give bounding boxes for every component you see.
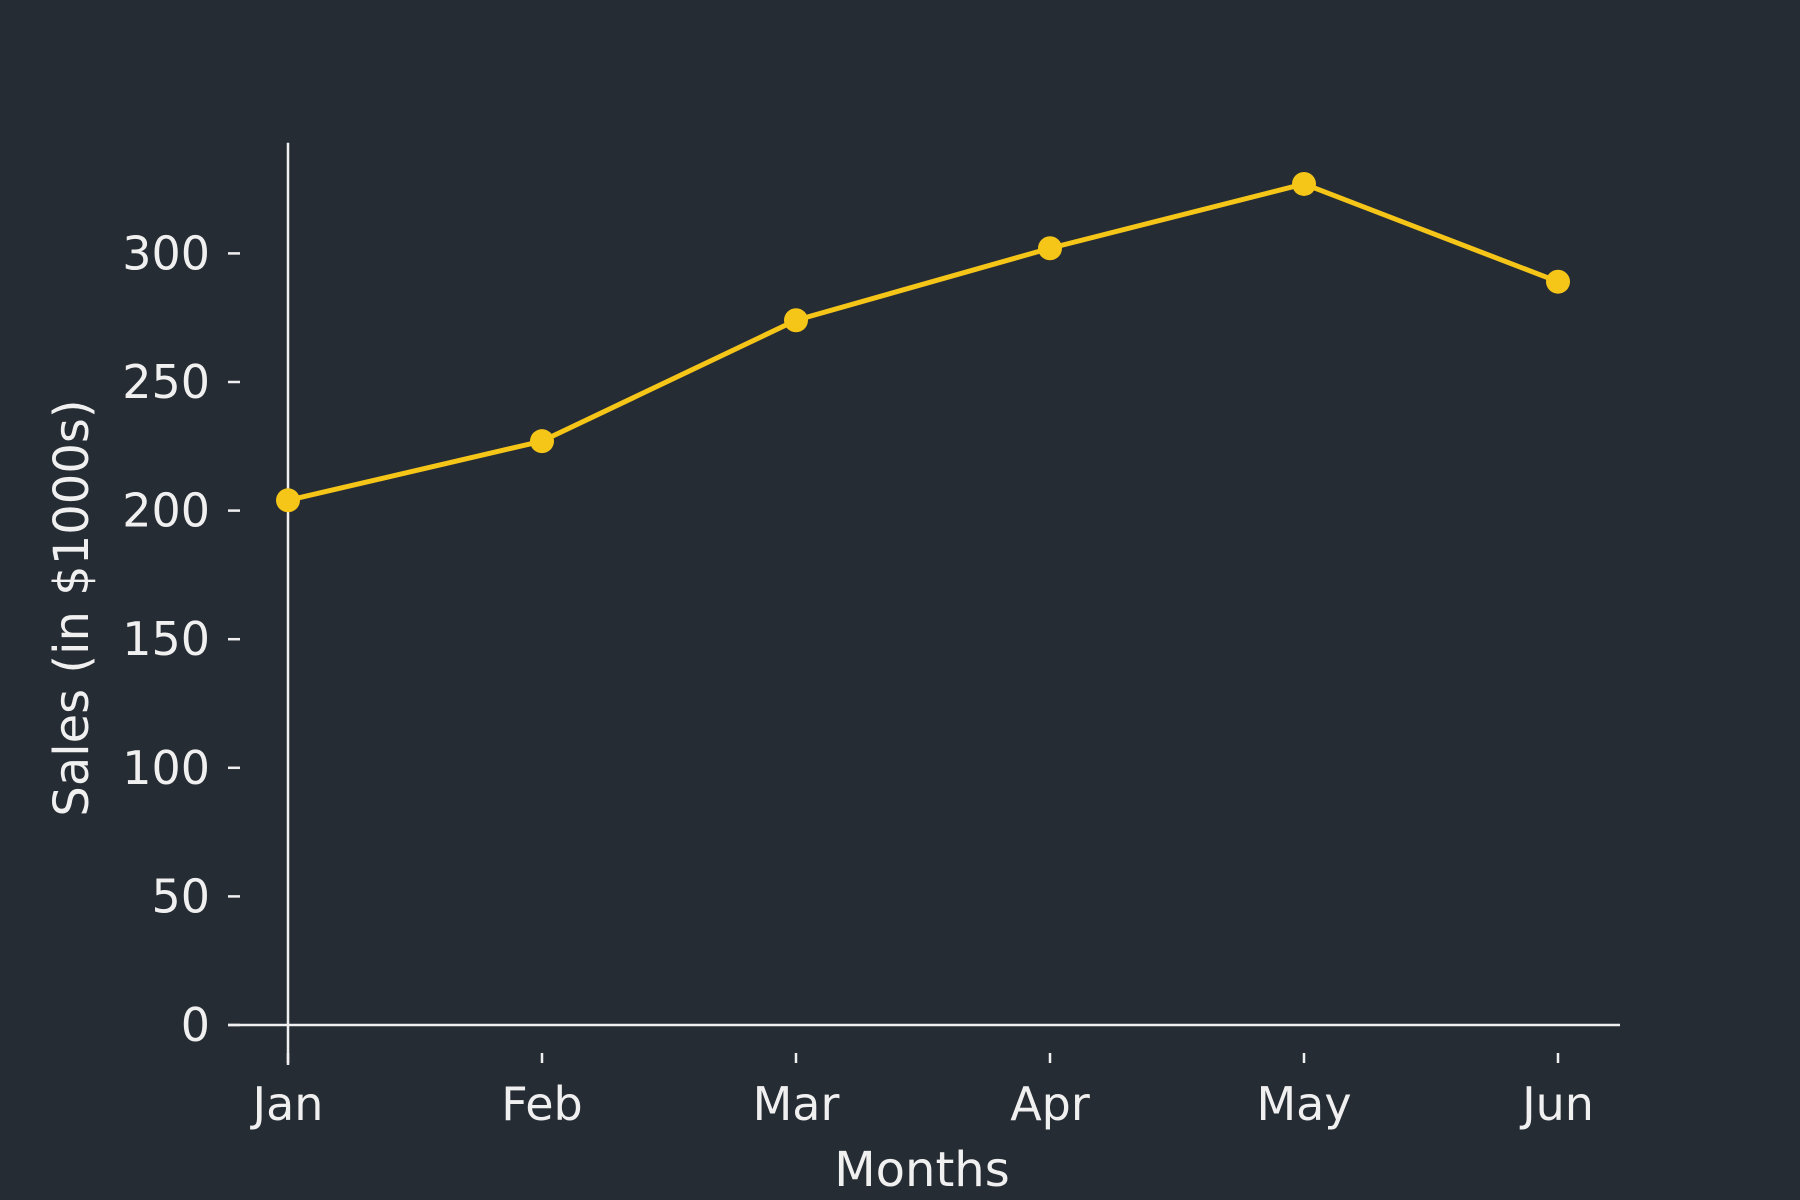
- x-tick-label: May: [1256, 1077, 1351, 1131]
- axes: [228, 142, 1620, 1065]
- y-tick-label: 300: [122, 226, 210, 280]
- y-ticks: 0 50 100 150 200 250 300: [122, 226, 240, 1052]
- y-tick-label: 0: [181, 998, 210, 1052]
- x-tick-label: Jun: [1519, 1077, 1594, 1131]
- x-tick-label: Feb: [501, 1077, 582, 1131]
- x-ticks: Jan Feb Mar Apr May Jun: [250, 1053, 1594, 1131]
- y-tick-label: 250: [122, 355, 210, 409]
- data-point: [530, 429, 554, 454]
- data-point: [1038, 236, 1062, 261]
- x-tick-label: Mar: [753, 1077, 840, 1131]
- y-tick-label: 150: [122, 612, 210, 666]
- y-tick-label: 200: [122, 484, 210, 538]
- data-point: [1292, 171, 1316, 196]
- y-tick-label: 50: [151, 869, 210, 923]
- data-point: [276, 488, 300, 513]
- series-line: [285, 181, 1561, 503]
- series-group: [276, 171, 1570, 513]
- y-axis-label: Sales (in $1000s): [44, 399, 100, 816]
- data-point: [1546, 269, 1570, 294]
- x-tick-label: Jan: [250, 1077, 324, 1131]
- x-tick-label: Apr: [1010, 1077, 1090, 1131]
- x-axis-label: Months: [834, 1142, 1009, 1198]
- data-point: [784, 308, 808, 333]
- y-tick-label: 100: [122, 741, 210, 795]
